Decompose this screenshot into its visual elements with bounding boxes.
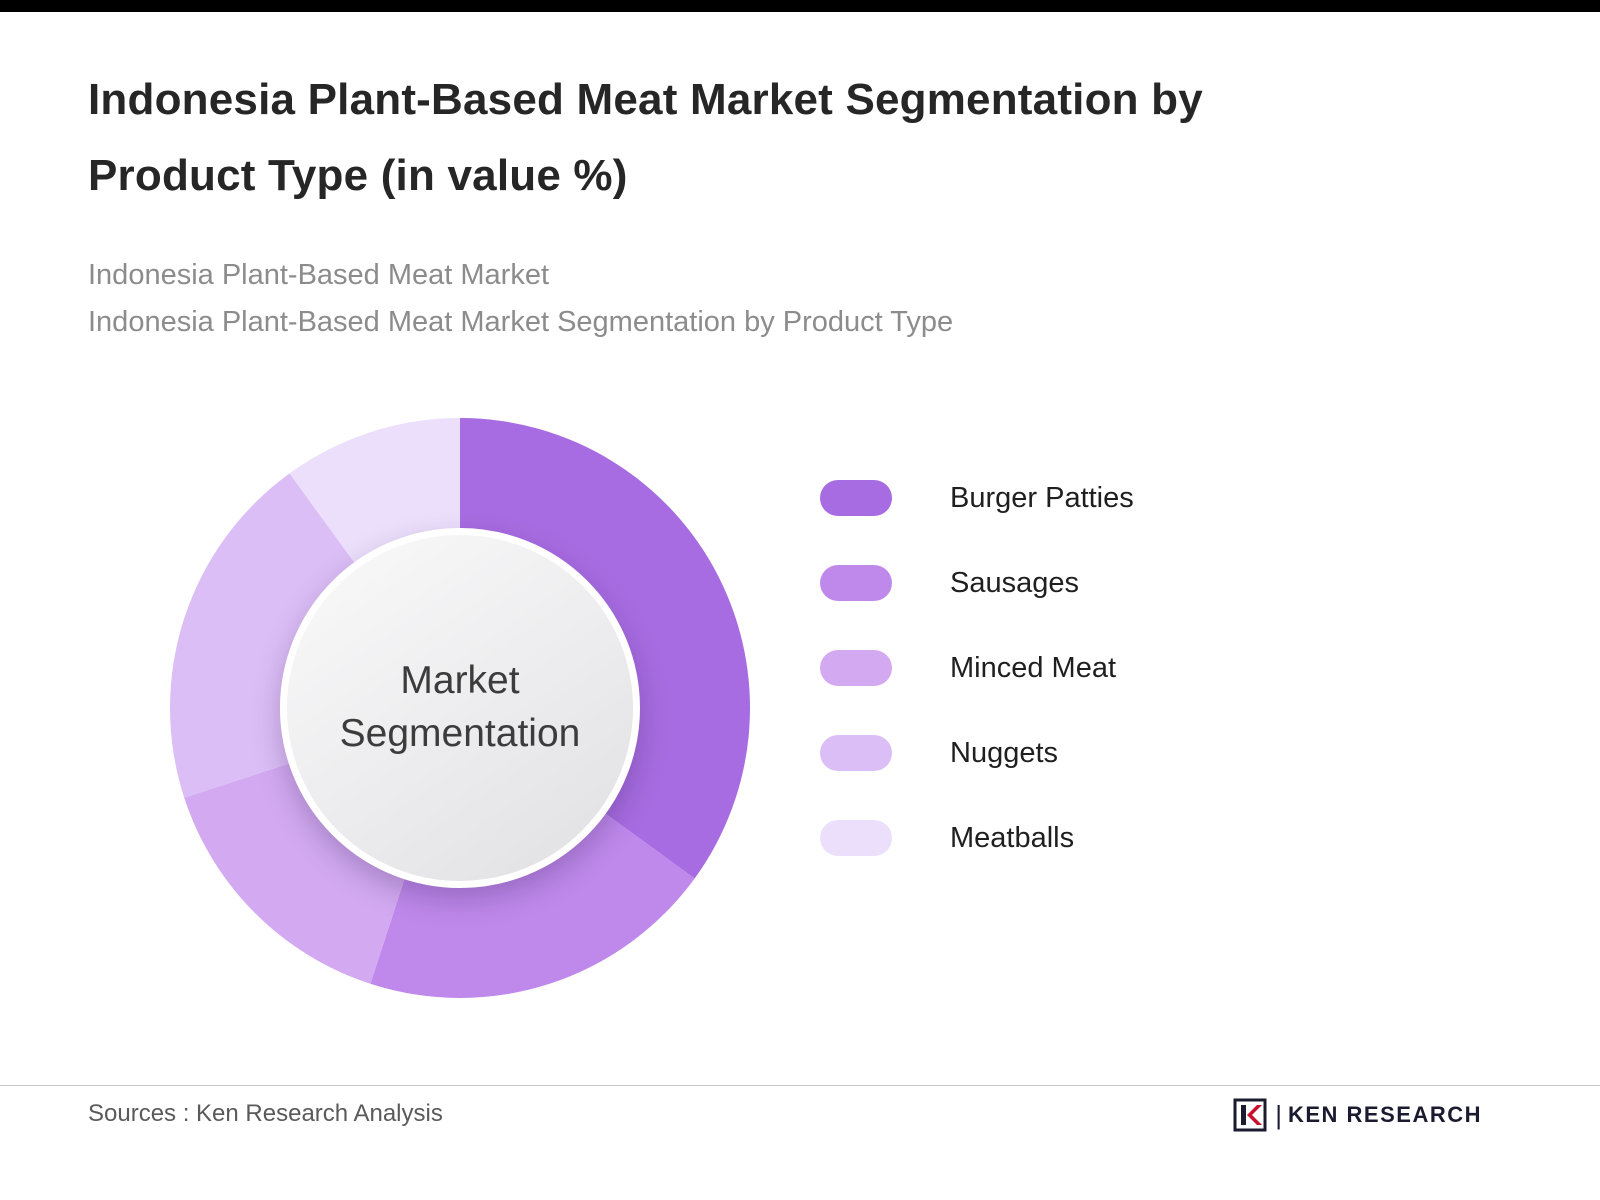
ken-research-logo-icon [1233,1098,1267,1132]
logo-text: KEN RESEARCH [1287,1102,1482,1127]
legend-label: Burger Patties [950,481,1134,514]
legend-label: Nuggets [950,736,1059,769]
legend-item-sausages: Sausages [820,563,1134,603]
legend-label: Sausages [950,566,1079,599]
footer-divider [0,1085,1600,1086]
subtitle-line1: Indonesia Plant-Based Meat Market [88,259,550,291]
legend-label: Minced Meat [950,651,1117,684]
legend-item-nuggets: Nuggets [820,733,1134,773]
logo-separator: | [1275,1099,1282,1130]
legend-item-minced-meat: Minced Meat [820,648,1134,688]
legend-swatch [820,565,892,601]
center-label-line1: Market [400,659,520,703]
legend-swatch [820,480,892,516]
chart-legend: Burger Patties Sausages Minced Meat Nuggets… [820,478,1134,903]
page-subtitle: Indonesia Plant-Based Meat Market Indone… [88,252,1468,346]
page-title-line2: Product Type (in value %) [88,150,628,200]
legend-item-meatballs: Meatballs [820,818,1134,858]
center-label-line2: Segmentation [339,712,581,755]
legend-item-burger-patties: Burger Patties [820,478,1134,518]
top-black-bar [0,0,1600,12]
page-title: Indonesia Plant-Based Meat Market Segmen… [88,62,1468,213]
ken-research-logo: | KEN RESEARCH [1233,1098,1482,1132]
subtitle-line2: Indonesia Plant-Based Meat Market Segmen… [88,305,954,338]
donut-center-circle: Market Segmentation [280,528,640,888]
page-title-line1: Indonesia Plant-Based Meat Market Segmen… [88,75,1203,124]
donut-center-label: Market Segmentation [340,655,581,760]
legend-swatch [820,820,892,856]
source-text: Sources : Ken Research Analysis [88,1100,443,1127]
legend-swatch [820,650,892,686]
legend-label: Meatballs [950,821,1075,854]
donut-chart: Market Segmentation [170,418,750,998]
legend-swatch [820,735,892,771]
